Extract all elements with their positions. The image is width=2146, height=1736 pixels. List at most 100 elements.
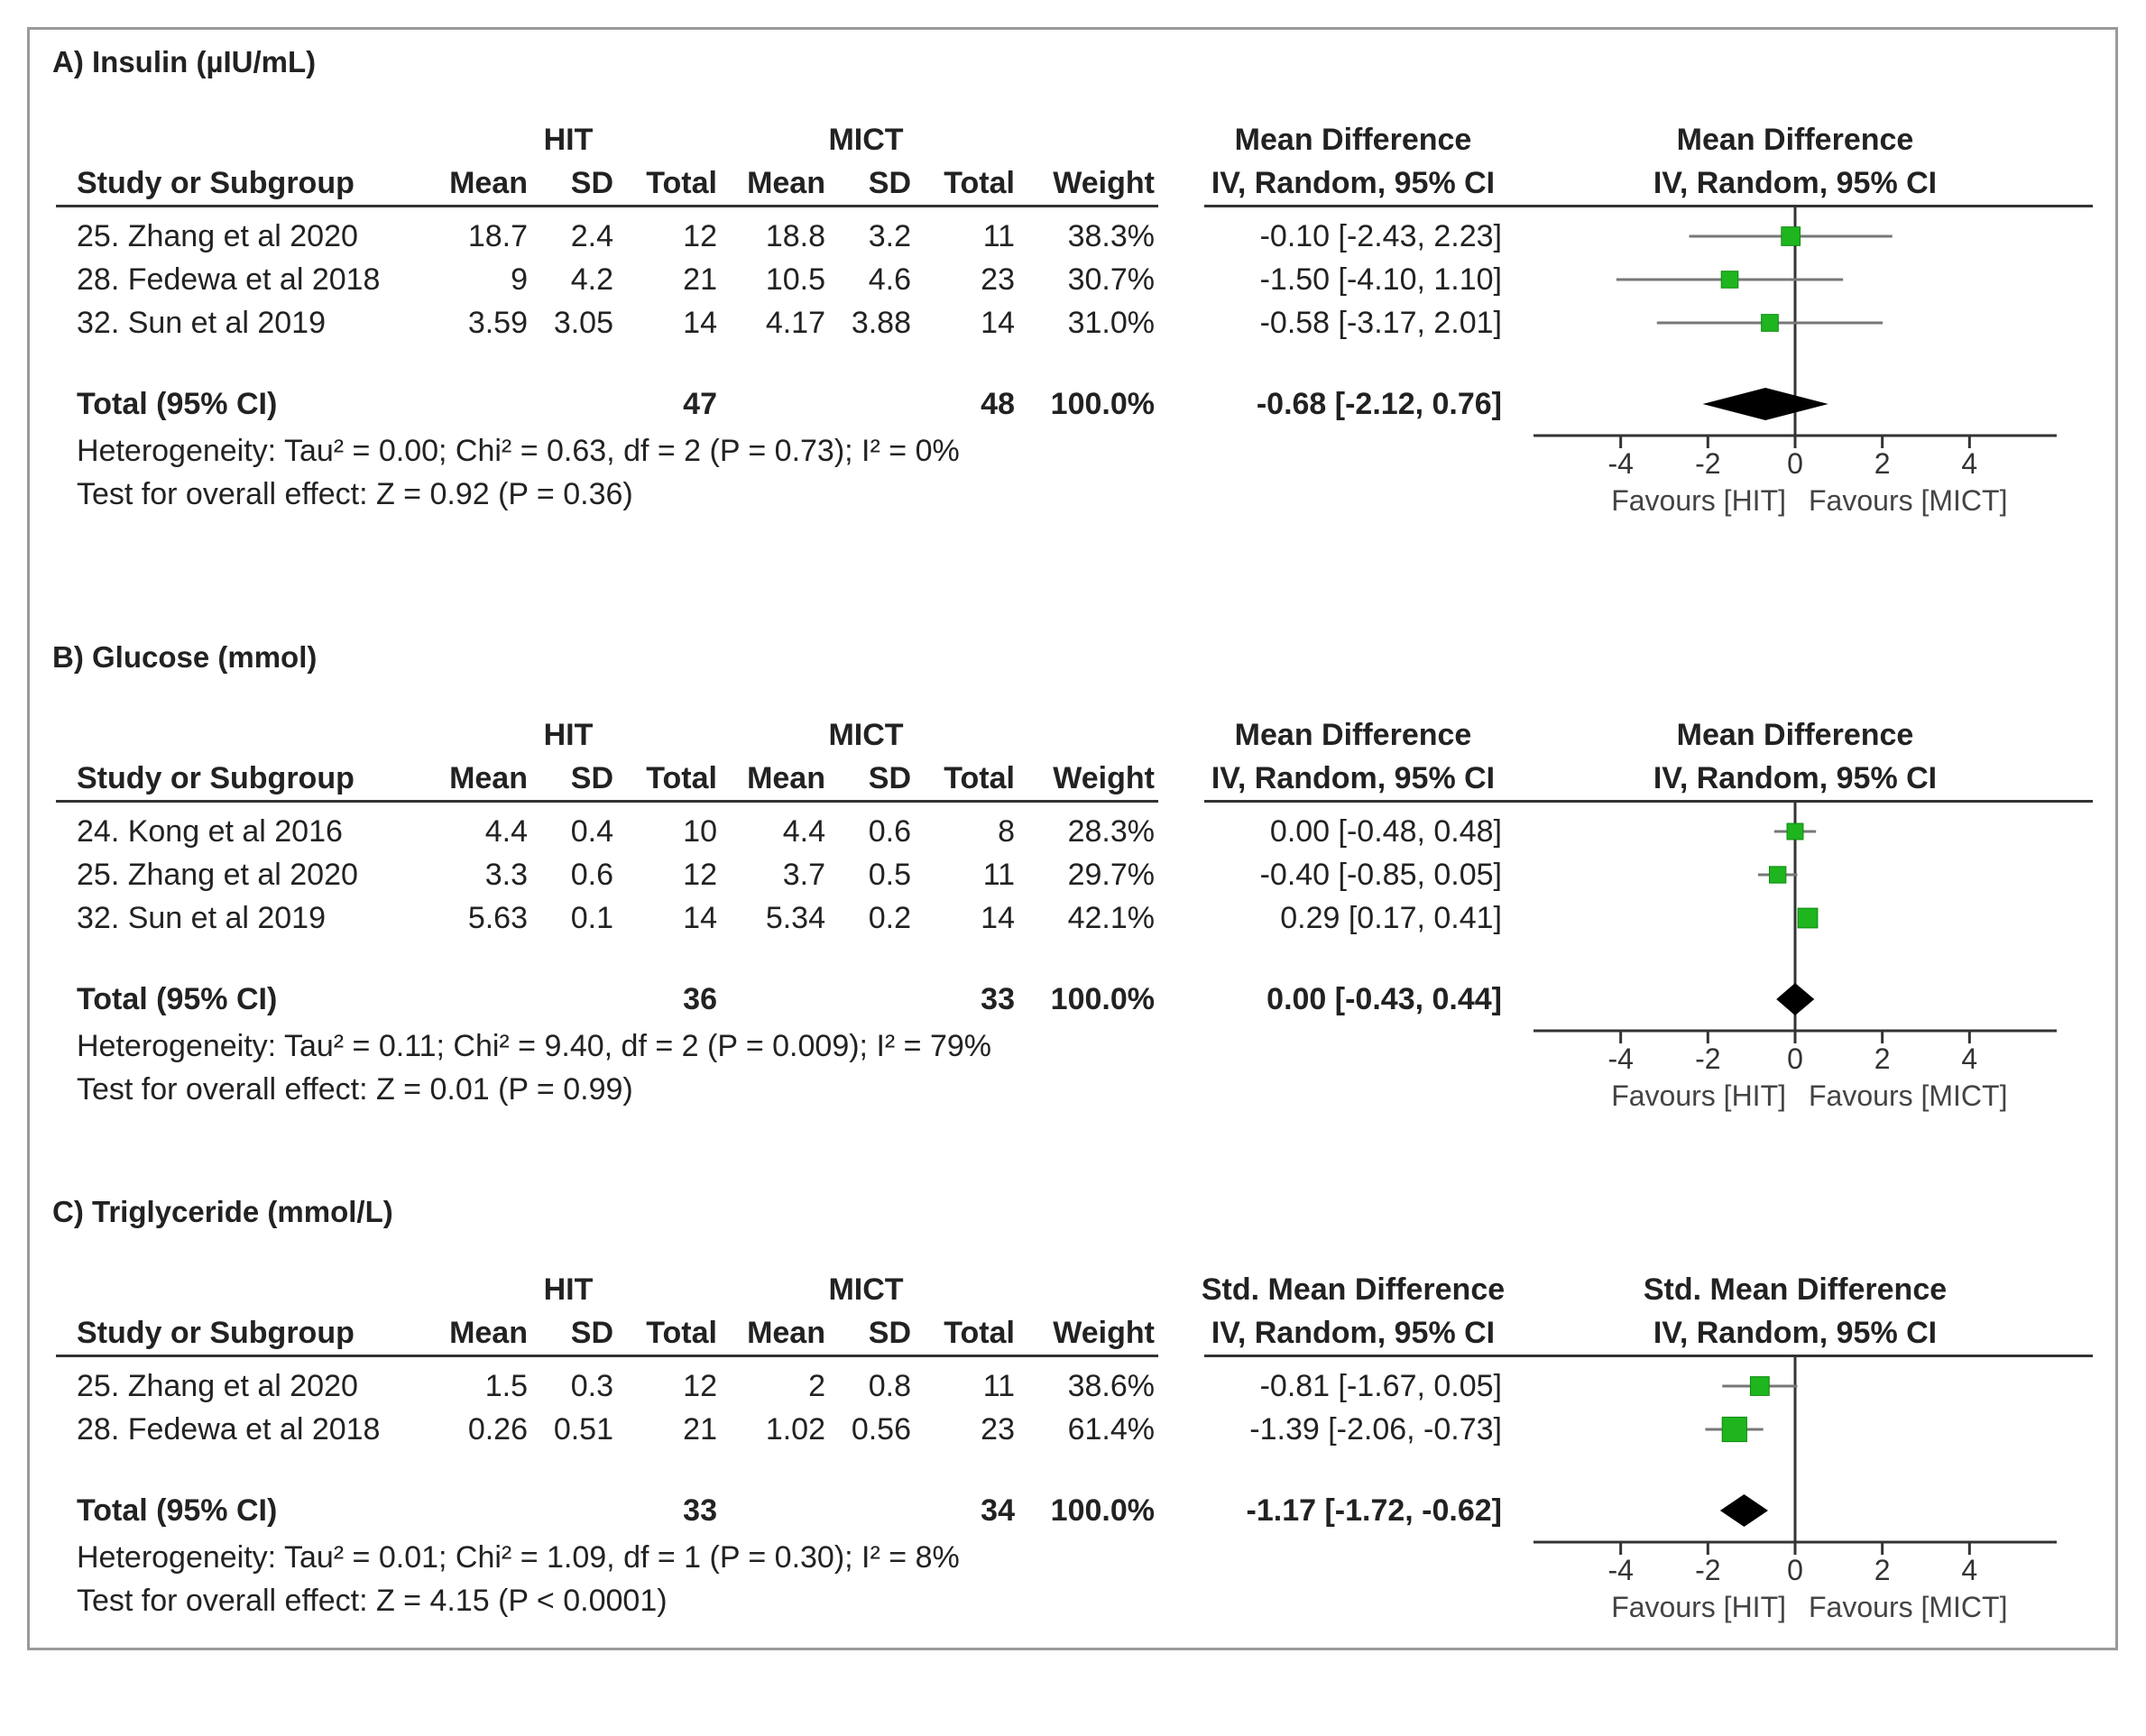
ci-text: -0.10 [-2.43, 2.23] — [1259, 219, 1502, 253]
x-tick-label: -4 — [1607, 1554, 1633, 1586]
study-estimate-square — [1749, 1376, 1770, 1396]
total-weight: 100.0% — [1050, 1493, 1155, 1528]
ci-text: 0.29 [0.17, 0.41] — [1280, 901, 1502, 935]
group2-header: MICT — [828, 718, 904, 752]
table-cell: 25. Zhang et al 2020 — [77, 858, 358, 892]
table-cell: 21 — [683, 1412, 717, 1447]
header-rule — [56, 205, 1158, 207]
group1-header: HIT — [543, 718, 594, 752]
column-header: Study or Subgroup — [77, 1316, 355, 1350]
column-header: Mean — [449, 761, 528, 795]
column-header: SD — [570, 166, 613, 200]
effect-header-text: Mean Difference — [1234, 123, 1472, 157]
group1-header: HIT — [543, 123, 594, 157]
favours-right-label: Favours [MICT] — [1809, 1591, 2007, 1623]
table-cell: 14 — [683, 901, 717, 935]
forest-plot: -4 -2 0 2 4 Favours [HIT] Favours [MICT] — [1534, 1357, 2057, 1623]
effect-subheader-plot: IV, Random, 95% CI — [1653, 166, 1938, 200]
study-estimate-square — [1786, 822, 1804, 840]
column-header: Mean — [747, 166, 825, 200]
header-rule — [1204, 1355, 2093, 1357]
x-tick-label: 4 — [1961, 1043, 1977, 1075]
table-cell: 2 — [808, 1369, 825, 1403]
table-cell: 0.6 — [570, 858, 613, 892]
table-cell: 0.4 — [570, 814, 613, 849]
table-cell: 3.2 — [868, 219, 911, 253]
table-cell: 5.34 — [765, 901, 825, 935]
heterogeneity-text: Heterogeneity: Tau² = 0.01; Chi² = 1.09,… — [77, 1540, 960, 1575]
table-cell: 14 — [683, 306, 717, 340]
column-header: Weight — [1053, 1316, 1155, 1350]
table-cell: 5.63 — [467, 901, 528, 935]
column-header: Total — [944, 166, 1015, 200]
column-header: Weight — [1053, 166, 1155, 200]
total-ci-text: -0.68 [-2.12, 0.76] — [1256, 387, 1502, 421]
total-ci-text: 0.00 [-0.43, 0.44] — [1266, 982, 1502, 1016]
table-cell: 11 — [982, 1369, 1015, 1403]
figure-frame — [27, 27, 2118, 1650]
table-cell: 4.4 — [484, 814, 528, 849]
table-cell: 24. Kong et al 2016 — [77, 814, 343, 849]
table-cell: 0.2 — [868, 901, 911, 935]
x-tick-label: -2 — [1695, 447, 1720, 480]
table-cell: 1.02 — [765, 1412, 825, 1447]
x-tick-label: -2 — [1695, 1554, 1720, 1586]
table-cell: 25. Zhang et al 2020 — [77, 219, 358, 253]
total-label: Total (95% CI) — [77, 1493, 278, 1528]
table-cell: 0.5 — [868, 858, 911, 892]
table-cell: 4.2 — [570, 262, 613, 297]
table-cell: 14 — [981, 901, 1015, 935]
column-header: Total — [646, 1316, 717, 1350]
effect-subheader-plot: IV, Random, 95% CI — [1653, 761, 1938, 795]
study-estimate-square — [1781, 226, 1801, 246]
x-tick-label: 4 — [1961, 1554, 1977, 1586]
x-tick-label: 0 — [1787, 447, 1803, 480]
column-header: Study or Subgroup — [77, 761, 355, 795]
total-n1: 33 — [683, 1493, 717, 1528]
table-cell: 3.59 — [467, 306, 528, 340]
column-header: SD — [570, 1316, 613, 1350]
x-tick-label: 2 — [1874, 1554, 1891, 1586]
table-cell: 28. Fedewa et al 2018 — [77, 262, 381, 297]
table-cell: 30.7% — [1067, 262, 1155, 297]
table-cell: 42.1% — [1067, 901, 1155, 935]
total-n2: 48 — [981, 387, 1015, 421]
table-cell: 0.26 — [467, 1412, 528, 1447]
heterogeneity-text: Heterogeneity: Tau² = 0.00; Chi² = 0.63,… — [77, 434, 960, 468]
table-cell: 29.7% — [1067, 858, 1155, 892]
effect-header-text: Std. Mean Difference — [1201, 1272, 1506, 1307]
table-cell: 21 — [683, 262, 717, 297]
study-estimate-square — [1769, 866, 1787, 884]
table-cell: 4.17 — [765, 306, 825, 340]
forest-panel-a: A) Insulin (µIU/mL) HIT MICT Mean Differenc… — [0, 27, 2146, 586]
total-label: Total (95% CI) — [77, 982, 278, 1016]
table-cell: 11 — [982, 858, 1015, 892]
table-cell: 3.3 — [484, 858, 528, 892]
effect-subheader-text: IV, Random, 95% CI — [1211, 166, 1496, 200]
table-cell: 10 — [683, 814, 717, 849]
table-cell: 38.6% — [1067, 1369, 1155, 1403]
table-cell: 23 — [981, 1412, 1015, 1447]
ci-text: 0.00 [-0.48, 0.48] — [1269, 814, 1502, 849]
heterogeneity-text: Heterogeneity: Tau² = 0.11; Chi² = 9.40,… — [77, 1029, 992, 1063]
column-header: SD — [868, 1316, 911, 1350]
x-tick-label: 4 — [1961, 447, 1977, 480]
table-cell: 61.4% — [1067, 1412, 1155, 1447]
table-cell: 4.6 — [868, 262, 911, 297]
column-header: Mean — [449, 1316, 528, 1350]
forest-plot: -4 -2 0 2 4 Favours [HIT] Favours [MICT] — [1534, 207, 2057, 517]
effect-subheader-text: IV, Random, 95% CI — [1211, 761, 1496, 795]
table-cell: 9 — [511, 262, 528, 297]
pooled-effect-diamond — [1702, 388, 1828, 420]
table-cell: 0.3 — [570, 1369, 613, 1403]
column-header: Total — [944, 1316, 1015, 1350]
favours-left-label: Favours [HIT] — [1611, 484, 1786, 517]
forest-panel-c: C) Triglyceride (mmol/L) HIT MICT Std. Mean… — [0, 1177, 2146, 1736]
x-tick-label: -4 — [1607, 447, 1633, 480]
group2-header: MICT — [828, 1272, 904, 1307]
study-estimate-square — [1721, 1416, 1747, 1443]
group2-header: MICT — [828, 123, 904, 157]
table-cell: 4.4 — [782, 814, 825, 849]
ci-text: -0.81 [-1.67, 0.05] — [1259, 1369, 1502, 1403]
table-cell: 11 — [982, 219, 1015, 253]
